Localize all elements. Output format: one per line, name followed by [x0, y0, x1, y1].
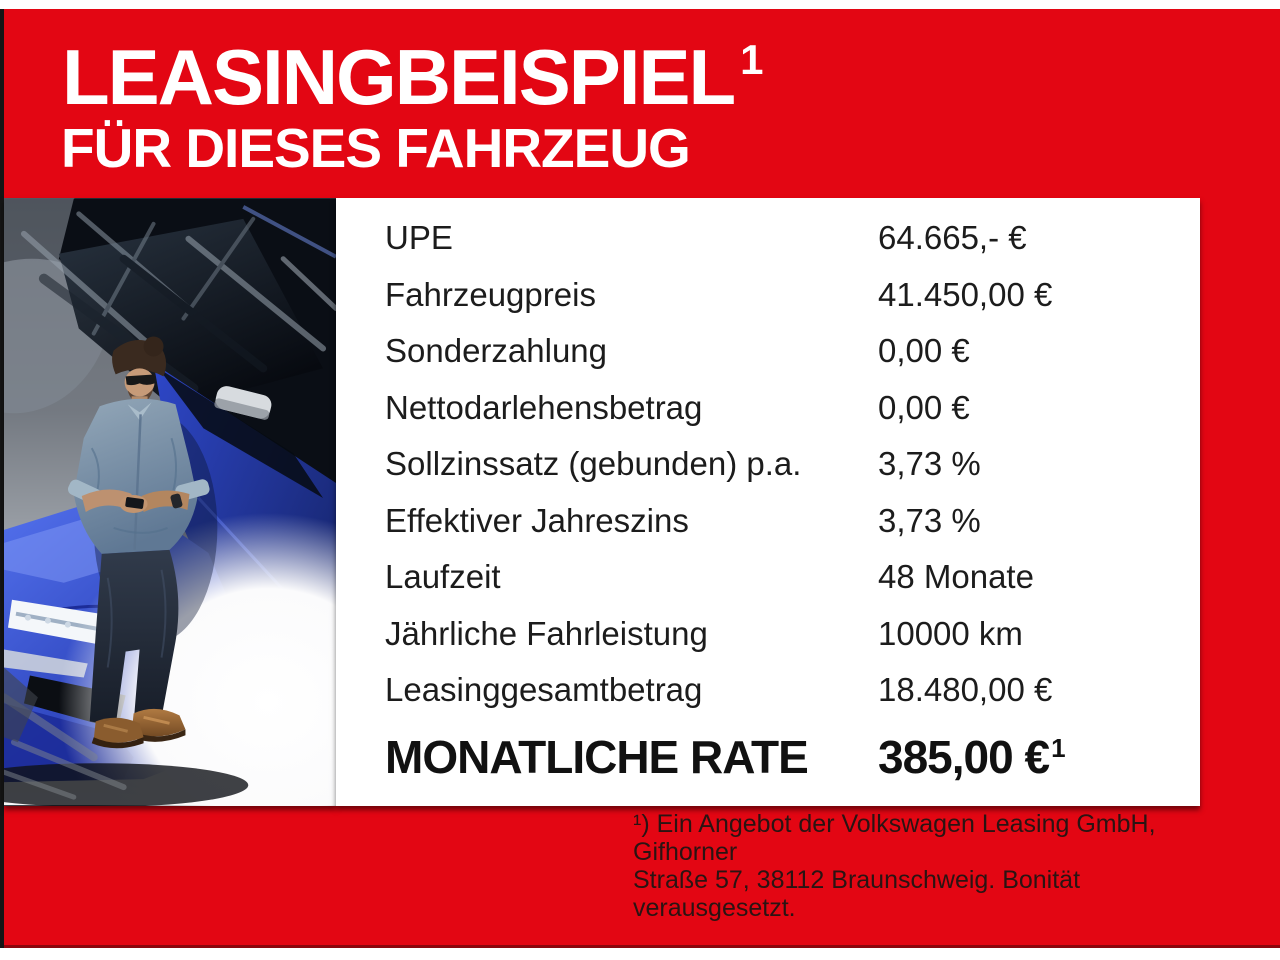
row-label: Laufzeit	[385, 558, 501, 596]
driver-figure	[67, 336, 218, 749]
wrist-watch	[170, 493, 183, 509]
table-row: Laufzeit 48 Monate	[385, 549, 1175, 606]
row-value: 3,73 %	[878, 501, 981, 539]
row-value: 0,00 €	[878, 388, 970, 426]
row-value: 10000 km	[878, 614, 1023, 652]
table-row: Effektiver Jahreszins 3,73 %	[385, 493, 1175, 550]
row-label: UPE	[385, 219, 453, 257]
monthly-rate-amount: 385,00 €	[878, 730, 1050, 783]
subheadline: FÜR DIESES FAHRZEUG	[61, 117, 691, 179]
boot-right	[131, 708, 186, 737]
table-row: Jährliche Fahrleistung 10000 km	[385, 606, 1175, 663]
row-label: Jährliche Fahrleistung	[385, 614, 708, 652]
headline-superscript: 1	[740, 36, 764, 83]
jeans	[89, 549, 179, 726]
row-value: 3,73 %	[878, 445, 981, 483]
footnote-line: ¹) Ein Angebot der Volkswagen Leasing Gm…	[633, 810, 1156, 866]
row-value: 0,00 €	[878, 332, 970, 370]
table-row: Sollzinssatz (gebunden) p.a. 3,73 %	[385, 436, 1175, 493]
table-row: Fahrzeugpreis 41.450,00 €	[385, 267, 1175, 324]
row-value: 64.665,- €	[878, 219, 1027, 257]
row-label: Sollzinssatz (gebunden) p.a.	[385, 445, 802, 483]
leasing-table: UPE 64.665,- € Fahrzeugpreis 41.450,00 €…	[385, 210, 1175, 786]
monthly-rate-value: 385,00 €1	[878, 730, 1066, 784]
leasing-panel: UPE 64.665,- € Fahrzeugpreis 41.450,00 €…	[336, 198, 1200, 806]
vehicle-photo	[4, 198, 336, 806]
monthly-rate-label: MONATLICHE RATE	[385, 730, 809, 783]
row-value: 48 Monate	[878, 558, 1034, 596]
footnote: ¹) Ein Angebot der Volkswagen Leasing Gm…	[633, 810, 1193, 922]
side-mirror	[214, 386, 272, 420]
row-value: 18.480,00 €	[878, 671, 1053, 709]
row-value: 41.450,00 €	[878, 275, 1053, 313]
monthly-rate-superscript: 1	[1051, 732, 1066, 763]
monthly-rate-row: MONATLICHE RATE 385,00 €1	[385, 728, 1175, 786]
ceiling-reflections	[20, 211, 336, 394]
headline-text: LEASINGBEISPIEL	[62, 33, 736, 121]
table-row: Leasinggesamtbetrag 18.480,00 €	[385, 662, 1175, 719]
row-label: Sonderzahlung	[385, 332, 608, 370]
row-label: Leasinggesamtbetrag	[385, 671, 703, 709]
row-label: Nettodarlehensbetrag	[385, 388, 703, 426]
sunglasses	[125, 374, 156, 386]
vehicle-photo-illustration	[4, 198, 336, 806]
table-row: Sonderzahlung 0,00 €	[385, 323, 1175, 380]
row-label: Fahrzeugpreis	[385, 275, 596, 313]
headline: LEASINGBEISPIEL 1	[62, 38, 763, 116]
table-row: Nettodarlehensbetrag 0,00 €	[385, 380, 1175, 437]
row-label: Effektiver Jahreszins	[385, 501, 689, 539]
table-row: UPE 64.665,- €	[385, 210, 1175, 267]
denim-shirt	[73, 398, 198, 554]
footnote-line: Straße 57, 38112 Braunschweig. Bonität v…	[633, 866, 1081, 922]
